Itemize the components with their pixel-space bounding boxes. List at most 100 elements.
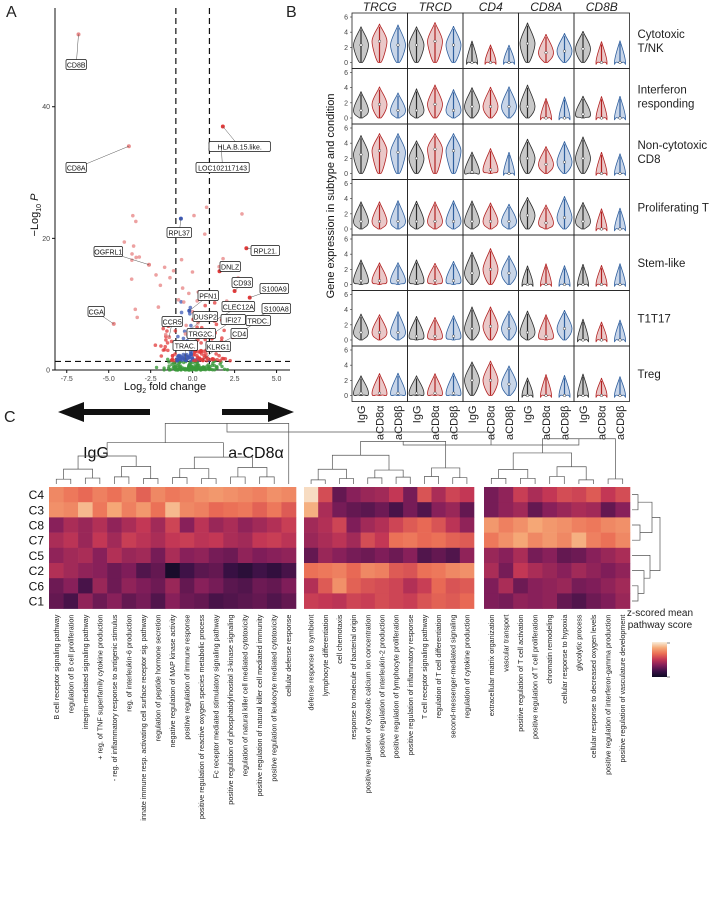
heatmap-cell [266,517,282,533]
heatmap-cell [136,502,152,518]
heatmap-cell [431,502,446,518]
gene-label-box [230,328,248,339]
heatmap-cell [165,578,181,594]
heatmap-cell [78,563,93,579]
volcano-point [172,365,176,369]
heatmap-cell [586,517,602,533]
violin-median [563,394,567,398]
volcano-point [228,358,232,363]
heatmap-cell [304,563,319,579]
direction-label-acd8a: a-CD8α [228,445,283,462]
violin-median [600,338,604,342]
violin-median [452,334,456,338]
violin-median [396,150,400,154]
volcano-point [169,339,174,344]
violin-median [600,227,604,231]
violin-median [618,394,622,398]
dendrogram [55,422,661,602]
heatmap-col-label: innate immune resp. activating cell surf… [139,614,148,821]
heatmap-cell [459,502,475,518]
gene-label-s100a9: S100A9 [249,283,289,298]
heatmap-cell [542,487,558,503]
heatmap-cell [304,517,319,533]
violin-median [415,108,419,112]
heatmap-cell [445,547,461,564]
heatmap-col-label: negative regulation of MAP kinase activi… [168,614,177,747]
violin-median [378,102,382,106]
gene-label-text: TRDC. [248,318,269,325]
heatmap-cell [557,532,572,549]
heatmap-cell [194,517,210,533]
gene-label-text: CD8A [67,165,86,172]
heatmap-col-label: regulation of T cell differentiation [434,615,443,719]
gene-label-box [197,290,219,301]
volcano-point [204,205,209,210]
condition-label: aCD8β [560,406,572,440]
gene-label-text: OGFRL1 [94,249,122,256]
gene-label-box [93,246,123,257]
volcano-point [154,273,158,277]
heatmap-cell [615,517,631,533]
volcano-point [190,270,195,274]
gene-label-text: CD93 [233,280,251,287]
heatmap-cell [165,547,181,564]
volcano-point [181,336,186,341]
subtype-label-line: Non-cytotoxic [638,140,708,152]
heatmap-cell [252,563,268,579]
heatmap-cell [49,502,64,518]
heatmap-cell [557,487,572,503]
violin-median [544,221,548,225]
heatmap-cell [527,532,543,549]
heatmap-cell [78,502,93,518]
dendrogram-branch [632,570,645,594]
heatmap-cell [571,532,587,549]
volcano-point [181,352,186,357]
heatmap-cell [165,593,181,609]
heatmap-col-label: positive regulation of cytosolic calcium… [363,615,372,794]
heatmap-col-label: extracellular matrix organization [487,615,496,716]
violin-y-tick: 2 [344,45,348,52]
heatmap-cell [389,502,404,518]
volcano-point [214,352,218,356]
violin-median [489,324,493,328]
heatmap-cell [557,593,572,609]
heatmap-cell [150,502,166,518]
heatmap-cell [107,578,122,594]
heatmap-cell [237,593,253,609]
violin-y-tick: 2 [344,156,348,163]
violin-median [433,102,437,106]
condition-label: aCD8β [615,406,627,440]
heatmap-cell [179,593,195,609]
heatmap-cell [107,487,122,503]
dendrogram-branch [230,476,246,484]
heatmap-cell [498,532,514,549]
heatmap-cell [165,502,181,518]
heatmap-cell [600,578,616,594]
volcano-point [192,213,196,218]
gene-label-box [259,283,289,294]
volcano-point [192,352,197,357]
heatmap-cell [346,593,361,609]
violin-y-tick: 6 [344,348,348,355]
heatmap-cell [542,593,558,609]
violin-median [359,279,363,283]
violin-median [378,391,382,395]
x-tick-label: -7.5 [61,376,73,383]
violin-median [489,378,493,382]
heatmap-col-label: regulation of cytokine production [462,615,471,719]
gene-label-text: CGA [89,309,105,316]
condition-label: IgG [578,406,590,424]
volcano-point [122,240,127,244]
violin-median [433,219,437,223]
volcano-point [135,315,140,320]
gene-label-text: DUSP2 [194,314,217,321]
gene-label-box [231,277,253,288]
heatmap-cell [150,593,166,609]
violin-y-tick: 6 [344,181,348,188]
volcano-point [225,368,230,372]
heatmap-cell [571,502,587,518]
heatmap-cell [445,487,461,503]
volcano-point [167,368,172,372]
panel-letter-b: B [286,4,297,21]
heatmap-cell [223,578,239,594]
